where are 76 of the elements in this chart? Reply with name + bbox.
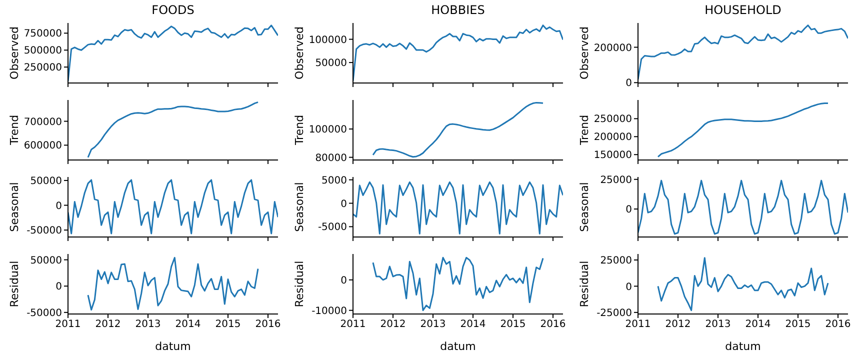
y-tick-label: 100000 <box>308 34 347 46</box>
y-tick-label: 100000 <box>308 124 347 136</box>
x-axis-title: datum <box>440 340 476 352</box>
y-axis-title: Observed <box>8 26 21 80</box>
x-tick-label: 2015 <box>785 319 811 330</box>
x-tick-label: 2014 <box>460 319 486 330</box>
y-axis-title: Residual <box>8 260 21 308</box>
y-axis-title: Observed <box>292 26 306 80</box>
y-tick-label: 750000 <box>24 28 62 40</box>
line-series <box>657 102 829 158</box>
chart-title: HOUSEHOLD <box>704 3 782 17</box>
y-tick-label: 600000 <box>24 140 62 152</box>
x-tick-label: 2012 <box>95 319 121 330</box>
y-tick-label: 700000 <box>24 116 62 128</box>
x-tick-label: 2015 <box>500 319 526 330</box>
line-series <box>638 180 848 235</box>
y-tick-label: 0 <box>56 200 62 212</box>
y-tick-label: 250000 <box>594 114 632 126</box>
x-tick-label: 2011 <box>55 319 81 330</box>
y-tick-label: -25000 <box>596 308 632 319</box>
line-series <box>87 256 259 311</box>
line-series <box>353 181 563 234</box>
y-tick-label: 250000 <box>24 62 62 74</box>
y-tick-label: 0 <box>340 275 347 286</box>
y-tick-label: 200000 <box>594 132 632 144</box>
y-tick-label: -10000 <box>312 306 347 317</box>
y-axis-title: Trend <box>8 114 21 146</box>
x-tick-label: 2014 <box>745 319 771 330</box>
x-tick-label: 2014 <box>175 319 201 330</box>
y-tick-label: 0 <box>340 198 347 210</box>
y-tick-label: 150000 <box>594 150 632 162</box>
y-tick-label: 25000 <box>600 174 632 186</box>
y-tick-label: 80000 <box>315 152 347 164</box>
x-tick-label: 2016 <box>540 319 566 330</box>
y-tick-label: 0 <box>56 282 62 293</box>
x-tick-label: 2013 <box>705 319 731 330</box>
y-tick-label: 0 <box>626 78 632 90</box>
x-tick-label: 2013 <box>420 319 446 330</box>
x-tick-label: 2016 <box>255 319 281 330</box>
line-series <box>638 24 848 80</box>
y-tick-label: 0 <box>626 204 632 216</box>
y-tick-label: -5000 <box>318 222 347 234</box>
y-tick-label: -50000 <box>26 308 62 319</box>
x-axis-title: datum <box>725 340 761 352</box>
y-axis-title: Seasonal <box>292 182 306 232</box>
y-tick-label: 25000 <box>600 256 632 267</box>
y-axis-title: Seasonal <box>8 182 21 232</box>
y-tick-label: 500000 <box>24 46 62 57</box>
x-axis-title: datum <box>155 340 191 352</box>
y-tick-label: 5000 <box>322 175 347 186</box>
line-series <box>657 257 829 312</box>
x-tick-label: 2012 <box>380 319 406 330</box>
chart-title: HOBBIES <box>430 3 486 17</box>
y-axis-title: Seasonal <box>578 182 591 232</box>
chart-title: FOODS <box>150 3 196 17</box>
line-series <box>372 102 544 158</box>
y-tick-label: 200000 <box>594 42 632 54</box>
x-tick-label: 2015 <box>215 319 241 330</box>
line-series <box>372 256 544 312</box>
line-series <box>68 179 278 234</box>
x-tick-label: 2013 <box>135 319 161 330</box>
y-tick-label: 0 <box>626 282 632 293</box>
y-tick-label: -50000 <box>26 226 62 237</box>
x-tick-label: 2011 <box>340 319 366 330</box>
x-tick-label: 2011 <box>625 319 651 330</box>
line-series <box>87 101 259 158</box>
y-tick-label: 50000 <box>30 255 62 266</box>
y-tick-label: 50000 <box>315 58 347 70</box>
y-axis-title: Residual <box>292 260 306 308</box>
y-axis-title: Trend <box>578 114 591 146</box>
y-axis-title: Observed <box>578 26 591 80</box>
y-tick-label: 50000 <box>30 176 62 188</box>
y-axis-title: Residual <box>578 260 591 308</box>
x-tick-label: 2012 <box>665 319 691 330</box>
x-tick-label: 2016 <box>825 319 851 330</box>
y-axis-title: Trend <box>292 114 306 146</box>
